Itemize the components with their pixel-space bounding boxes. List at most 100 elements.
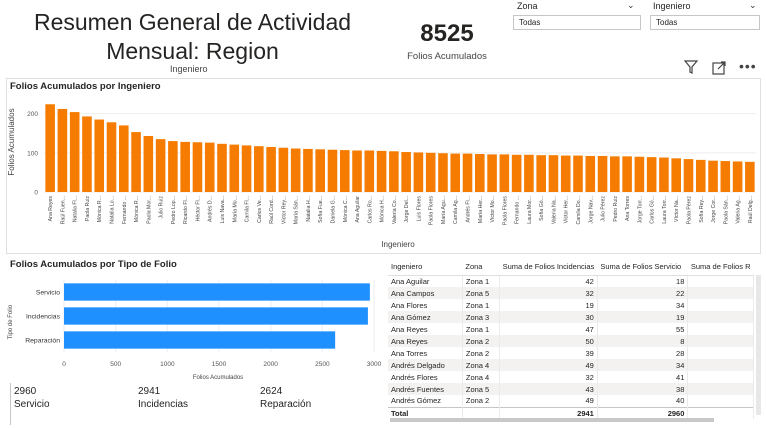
table-row[interactable]: Ana Aguilar Zona 1 42 18: [388, 275, 754, 287]
bar-ingeniero[interactable]: [622, 156, 632, 192]
slicer-zona-chevron-icon[interactable]: ⌄: [627, 0, 635, 11]
bar-ingeniero[interactable]: [58, 109, 68, 192]
bar-ingeniero[interactable]: [119, 125, 129, 192]
bar-ingeniero[interactable]: [328, 150, 338, 192]
bar-ingeniero[interactable]: [279, 148, 289, 192]
slicer-ingeniero-label: Ingeniero: [653, 1, 691, 11]
bar-ingeniero[interactable]: [389, 151, 399, 192]
bar-ingeniero[interactable]: [144, 136, 154, 192]
bar-ingeniero[interactable]: [524, 155, 534, 192]
x-tick-label: Mónica H...: [380, 196, 386, 222]
table-row[interactable]: Andrés Gómez Zona 2 49 40: [388, 395, 754, 407]
table-cell: Ana Torres: [388, 347, 462, 359]
bar-ingeniero[interactable]: [463, 154, 473, 192]
table-row[interactable]: Andrés Flores Zona 4 32 41: [388, 371, 754, 383]
bar-ingeniero[interactable]: [340, 150, 350, 192]
column-header-servicio[interactable]: Suma de Folios Servicio: [597, 258, 688, 275]
bar-tipo-folio[interactable]: [64, 283, 370, 300]
slicer-zona-dropdown[interactable]: Todas: [513, 15, 641, 30]
bar-ingeniero[interactable]: [229, 145, 239, 192]
bar-ingeniero[interactable]: [45, 104, 55, 192]
bar-ingeniero[interactable]: [610, 156, 620, 192]
bar-ingeniero[interactable]: [365, 150, 375, 192]
table-vertical-scrollbar[interactable]: [756, 275, 761, 415]
bar-ingeniero[interactable]: [475, 154, 485, 192]
bar-ingeniero[interactable]: [733, 161, 743, 192]
bar-ingeniero[interactable]: [684, 159, 694, 192]
bar-ingeniero[interactable]: [438, 153, 448, 192]
bar-ingeniero[interactable]: [487, 154, 497, 192]
table-row[interactable]: Ana Reyes Zona 2 50 8: [388, 335, 754, 347]
slicer-ingeniero-chevron-icon[interactable]: ⌄: [749, 0, 757, 11]
focus-mode-icon[interactable]: [711, 60, 727, 76]
bar-ingeniero[interactable]: [131, 132, 141, 192]
bar-ingeniero[interactable]: [659, 158, 669, 192]
column-header-incidencias[interactable]: Suma de Folios Incidencias: [500, 258, 598, 275]
bar-ingeniero[interactable]: [536, 155, 546, 192]
bar-ingeniero[interactable]: [291, 149, 301, 192]
bar-ingeniero[interactable]: [585, 156, 595, 192]
table-row[interactable]: Andrés Fuentes Zona 5 43 38: [388, 383, 754, 395]
bar-ingeniero[interactable]: [401, 152, 411, 192]
table-cell: Zona 2: [462, 335, 499, 347]
bar-ingeniero[interactable]: [598, 156, 608, 192]
x-tick-label: Paola Sán...: [723, 196, 729, 224]
table-cell: 55: [597, 323, 688, 335]
bar-ingeniero[interactable]: [217, 144, 227, 192]
bar-ingeniero[interactable]: [696, 160, 706, 192]
bar-ingeniero[interactable]: [94, 120, 104, 192]
more-options-icon[interactable]: •••: [739, 58, 757, 74]
bar-ingeniero[interactable]: [82, 116, 92, 192]
table-cell: Andrés Gómez: [388, 395, 462, 407]
table-row[interactable]: Andrés Delgado Zona 4 49 34: [388, 359, 754, 371]
bar-ingeniero[interactable]: [156, 139, 166, 192]
bar-ingeniero[interactable]: [168, 141, 178, 192]
bar-ingeniero[interactable]: [352, 150, 362, 192]
table-row[interactable]: Ana Reyes Zona 1 47 55: [388, 323, 754, 335]
bar-ingeniero[interactable]: [107, 122, 117, 192]
table-horizontal-scrollbar[interactable]: [390, 418, 714, 422]
bar-ingeniero[interactable]: [671, 158, 681, 192]
bar-ingeniero[interactable]: [266, 147, 276, 192]
bar-ingeniero[interactable]: [426, 153, 436, 192]
x-tick-label: 500: [110, 361, 121, 368]
table-row[interactable]: Ana Torres Zona 2 39 28: [388, 347, 754, 359]
filter-icon[interactable]: [683, 59, 699, 75]
bar-ingeniero[interactable]: [254, 146, 264, 192]
column-header-ingeniero[interactable]: Ingeniero: [388, 258, 462, 275]
bar-ingeniero[interactable]: [745, 162, 755, 192]
data-table-container[interactable]: Ingeniero Zona Suma de Folios Incidencia…: [388, 258, 754, 420]
bar-ingeniero[interactable]: [414, 152, 424, 192]
table-cell: 38: [597, 383, 688, 395]
table-row[interactable]: Ana Flores Zona 1 19 34: [388, 299, 754, 311]
bar-ingeniero[interactable]: [573, 156, 583, 192]
bar-ingeniero[interactable]: [205, 143, 215, 192]
bar-tipo-folio[interactable]: [64, 307, 368, 324]
column-header-zona[interactable]: Zona: [462, 258, 499, 275]
bar-ingeniero[interactable]: [512, 155, 522, 192]
bar-ingeniero[interactable]: [303, 149, 313, 192]
bar-tipo-folio[interactable]: [64, 331, 335, 348]
bar-ingeniero[interactable]: [500, 154, 510, 192]
bar-ingeniero[interactable]: [377, 151, 387, 192]
column-header-reparacion[interactable]: Suma de Folios R: [688, 258, 754, 275]
bar-ingeniero[interactable]: [70, 112, 80, 192]
bar-ingeniero[interactable]: [242, 145, 252, 192]
bar-ingeniero[interactable]: [561, 156, 571, 192]
x-tick-label: Paola Flores: [502, 196, 508, 226]
bar-ingeniero[interactable]: [721, 161, 731, 192]
summary-cards: [10, 383, 385, 425]
bar-ingeniero[interactable]: [193, 142, 203, 192]
page-title-line1: Resumen General de Actividad: [0, 8, 385, 37]
table-row[interactable]: Ana Campos Zona 5 32 22: [388, 287, 754, 299]
bar-ingeniero[interactable]: [708, 161, 718, 192]
bar-ingeniero[interactable]: [450, 154, 460, 192]
table-row[interactable]: Ana Gómez Zona 3 30 19: [388, 311, 754, 323]
bar-ingeniero[interactable]: [647, 157, 657, 192]
bar-ingeniero[interactable]: [635, 157, 645, 192]
slicer-ingeniero-dropdown[interactable]: Todas: [650, 15, 760, 30]
bar-ingeniero[interactable]: [549, 155, 559, 192]
bar-ingeniero[interactable]: [315, 149, 325, 192]
bar-ingeniero[interactable]: [180, 142, 190, 192]
table-cell: Ana Reyes: [388, 335, 462, 347]
